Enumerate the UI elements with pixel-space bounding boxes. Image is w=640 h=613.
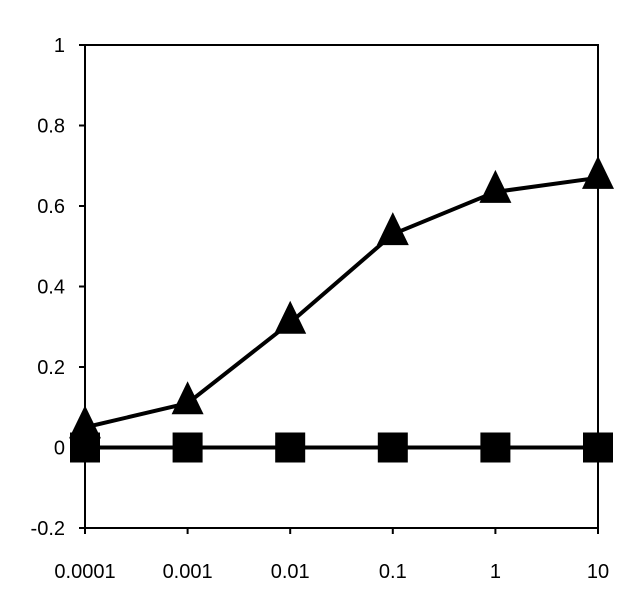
square-marker — [480, 433, 510, 463]
series-triangle — [69, 156, 614, 439]
y-tick-label: 0.4 — [37, 277, 65, 299]
square-marker — [275, 433, 305, 463]
y-tick-label: 0.6 — [37, 196, 65, 218]
y-tick-labels: -0.2 0 0.2 0.4 0.6 0.8 1 — [31, 35, 65, 540]
square-marker — [378, 433, 408, 463]
y-tick-label: -0.2 — [31, 518, 65, 540]
y-tick-label: 0.2 — [37, 357, 65, 379]
axes — [79, 45, 598, 534]
square-marker — [173, 433, 203, 463]
x-tick-labels: 0.0001 0.001 0.01 0.1 1 10 — [54, 561, 609, 583]
triangle-marker — [479, 170, 511, 203]
square-marker — [583, 433, 613, 463]
series-line-triangle — [85, 178, 598, 428]
x-tick-label: 10 — [587, 561, 609, 583]
series-square — [70, 433, 613, 463]
series-layer — [69, 156, 614, 463]
y-tick-label: 0 — [54, 438, 65, 460]
triangle-marker — [274, 301, 306, 334]
plot-frame — [85, 45, 598, 528]
x-tick-label: 1 — [490, 561, 501, 583]
x-tick-label: 0.0001 — [54, 561, 115, 583]
triangle-marker — [172, 381, 204, 414]
x-tick-label: 0.01 — [271, 561, 310, 583]
triangle-marker — [582, 156, 614, 189]
y-tick-label: 0.8 — [37, 116, 65, 138]
y-tick-label: 1 — [54, 35, 65, 57]
square-marker — [70, 433, 100, 463]
x-tick-label: 0.001 — [163, 561, 213, 583]
x-tick-label: 0.1 — [379, 561, 407, 583]
